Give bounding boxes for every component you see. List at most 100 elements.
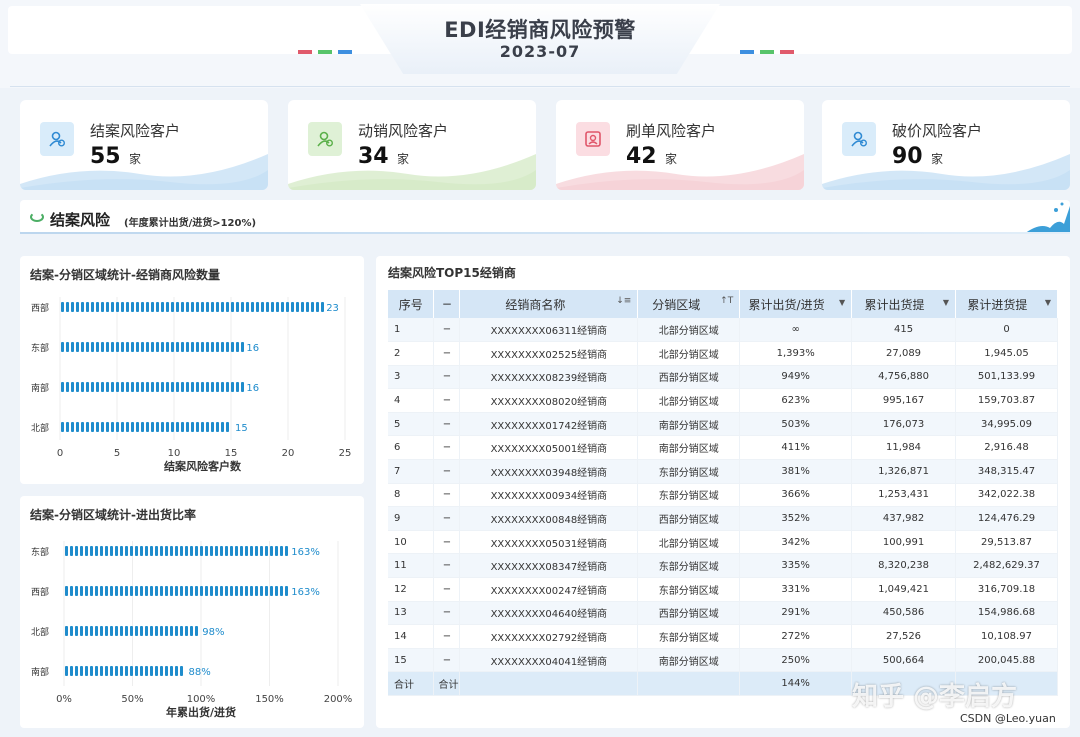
- bar-segment: [141, 382, 144, 392]
- bar[interactable]: [61, 382, 244, 392]
- bar[interactable]: [61, 302, 324, 312]
- table-header-cell[interactable]: 累计出货提 ▼: [851, 290, 957, 318]
- table-row[interactable]: 6− XXXXXXXX05001经销商 南部分销区域 411% 11,984 2,916.…: [388, 435, 1058, 461]
- table-cell: XXXXXXXX08347经销商: [459, 553, 639, 579]
- table-row[interactable]: 11− XXXXXXXX08347经销商 东部分销区域 335% 8,320,238 2,…: [388, 553, 1058, 579]
- table-header-cell[interactable]: −: [433, 290, 461, 318]
- table-cell: 西部分销区域: [637, 506, 741, 531]
- table-row[interactable]: 14− XXXXXXXX02792经销商 东部分销区域 272% 27,526 10,10…: [388, 624, 1058, 649]
- table-cell: 348,315.47: [955, 459, 1058, 484]
- bar-segment: [115, 546, 118, 556]
- table-header-cell[interactable]: 累计出货/进货 ▼: [739, 290, 853, 318]
- table-row[interactable]: 2− XXXXXXXX02525经销商 北部分销区域 1,393% 27,089 1,94…: [388, 341, 1058, 366]
- bar-segment: [180, 586, 183, 596]
- table-cell: XXXXXXXX04640经销商: [459, 601, 639, 626]
- table-row[interactable]: 12− XXXXXXXX00247经销商 东部分销区域 331% 1,049,421 31…: [388, 577, 1058, 602]
- bar-segment: [141, 342, 144, 352]
- kpi-card[interactable]: 破价风险客户 90 家: [822, 100, 1070, 190]
- bar[interactable]: [61, 342, 244, 352]
- table-row[interactable]: 13− XXXXXXXX04640经销商 西部分销区域 291% 450,586 154,…: [388, 601, 1058, 626]
- table-cell: 东部分销区域: [637, 624, 741, 649]
- kpi-wave: [822, 154, 1070, 190]
- table-row[interactable]: 10− XXXXXXXX05031经销商 北部分销区域 342% 100,991 29,5…: [388, 530, 1058, 555]
- table-header-cell[interactable]: 经销商名称 ↓≡: [459, 290, 639, 318]
- bar-segment: [140, 586, 143, 596]
- bar-segment: [111, 422, 114, 432]
- bar-segment: [210, 546, 213, 556]
- kpi-value: 90: [892, 144, 923, 169]
- dropdown-icon[interactable]: ▼: [942, 297, 950, 307]
- table-row[interactable]: 3− XXXXXXXX08239经销商 西部分销区域 949% 4,756,880 501…: [388, 365, 1058, 390]
- bar-segment: [81, 382, 84, 392]
- bar-segment: [85, 666, 88, 676]
- bar-segment: [186, 302, 189, 312]
- bar-segment: [231, 342, 234, 352]
- data-label: 163%: [291, 587, 320, 598]
- bar-segment: [161, 342, 164, 352]
- bar-segment: [185, 546, 188, 556]
- bar-segment: [181, 422, 184, 432]
- table-row[interactable]: 15− XXXXXXXX04041经销商 南部分销区域 250% 500,664 200,…: [388, 648, 1058, 673]
- kpi-card[interactable]: 结案风险客户 55 家: [20, 100, 268, 190]
- kpi-card[interactable]: 动销风险客户 34 家: [288, 100, 536, 190]
- dropdown-icon[interactable]: ▼: [1044, 297, 1051, 307]
- bar[interactable]: [65, 666, 183, 676]
- data-label: 16: [246, 343, 259, 354]
- bar-segment: [221, 422, 224, 432]
- tick-label: 150%: [255, 694, 284, 705]
- header-label: 分销区域: [652, 297, 701, 312]
- bar-segment: [105, 626, 108, 636]
- bar-segment: [75, 586, 78, 596]
- table-row[interactable]: 8− XXXXXXXX00934经销商 东部分销区域 366% 1,253,431 342…: [388, 483, 1058, 508]
- bar-segment: [76, 302, 79, 312]
- bar-segment: [296, 302, 299, 312]
- kpi-wave: [20, 154, 268, 190]
- bar-segment: [230, 546, 233, 556]
- bar-segment: [136, 422, 139, 432]
- bar-segment: [216, 342, 219, 352]
- bar-segment: [146, 422, 149, 432]
- table-row[interactable]: 9− XXXXXXXX00848经销商 西部分销区域 352% 437,982 124,4…: [388, 506, 1058, 531]
- table-row[interactable]: 5− XXXXXXXX01742经销商 南部分销区域 503% 176,073 34,99…: [388, 412, 1058, 437]
- bar-segment: [281, 302, 284, 312]
- table-row[interactable]: 1− XXXXXXXX06311经销商 北部分销区域 ∞ 415 0: [388, 318, 1058, 343]
- table-cell: XXXXXXXX03948经销商: [459, 459, 639, 484]
- table-cell: 316,709.18: [955, 577, 1058, 602]
- table-header-cell[interactable]: 序号: [388, 290, 435, 318]
- sort-asc-icon[interactable]: ↑T: [720, 295, 734, 306]
- table-cell: 8: [388, 483, 435, 508]
- sort-desc-icon[interactable]: ↓≡: [616, 295, 632, 306]
- bar-segment: [145, 546, 148, 556]
- table-cell: XXXXXXXX02792经销商: [459, 624, 639, 649]
- dropdown-icon[interactable]: ▼: [838, 297, 846, 307]
- bar-segment: [91, 342, 94, 352]
- bar-segment: [160, 586, 163, 596]
- total-cell: 合计: [388, 671, 435, 696]
- table-header-cell[interactable]: 累计进货提 ▼: [955, 290, 1058, 318]
- dashboard-header: EDI经销商风险预警 2023-07: [0, 0, 1080, 88]
- kpi-card[interactable]: 刷单风险客户 42 家: [556, 100, 804, 190]
- table-cell: 3: [388, 365, 435, 390]
- bar-segment: [140, 546, 143, 556]
- table-cell: 335%: [739, 553, 853, 579]
- bar[interactable]: [65, 626, 198, 636]
- table-cell: 100,991: [851, 530, 957, 555]
- table-cell: −: [433, 388, 461, 413]
- header-label: 序号: [398, 297, 423, 312]
- bar-segment: [221, 302, 224, 312]
- bar[interactable]: [65, 546, 288, 556]
- bar[interactable]: [61, 422, 229, 432]
- bar-segment: [306, 302, 309, 312]
- bar-segment: [136, 342, 139, 352]
- table-header-cell[interactable]: 分销区域 ↑T: [637, 290, 741, 318]
- bar-segment: [130, 546, 133, 556]
- table-row[interactable]: 7− XXXXXXXX03948经销商 东部分销区域 381% 1,326,871 348…: [388, 459, 1058, 484]
- table-row[interactable]: 4− XXXXXXXX08020经销商 北部分销区域 623% 995,167 159,7…: [388, 388, 1058, 413]
- data-label: 98%: [202, 627, 224, 638]
- total-cell: [955, 671, 1058, 696]
- bar-segment: [80, 586, 83, 596]
- tick-label: 25: [339, 448, 352, 459]
- bar-segment: [111, 382, 114, 392]
- kpi-wave: [288, 154, 536, 190]
- bar[interactable]: [65, 586, 288, 596]
